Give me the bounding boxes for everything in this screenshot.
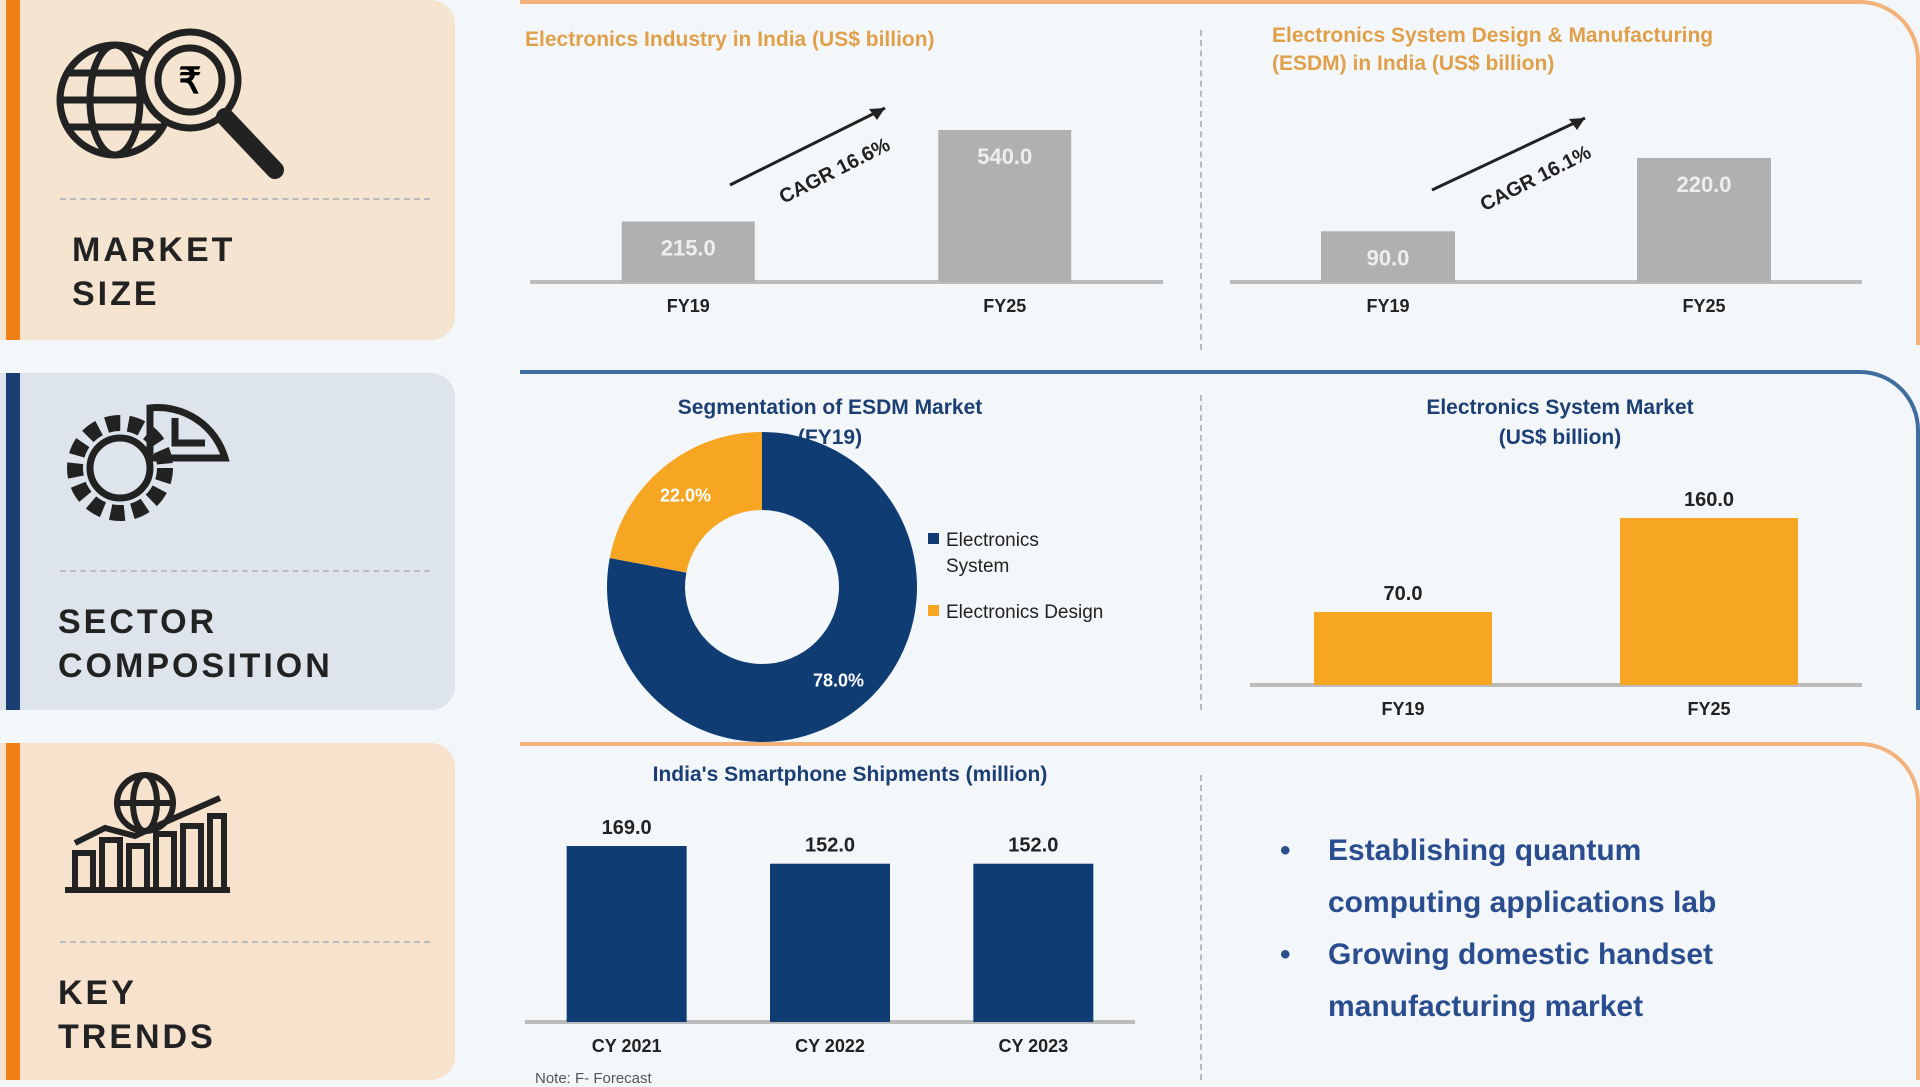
trend-line: Growing domestic handset — [1328, 938, 1714, 971]
label-line: COMPOSITION — [58, 647, 333, 685]
accent-bar — [6, 0, 20, 340]
section-card-sector-composition: SECTOR COMPOSITION — [0, 373, 455, 710]
chart-title: Segmentation of ESDM Market (FY19) — [560, 393, 1100, 453]
trend-line: Establishing quantum — [1328, 834, 1642, 867]
label-line: KEY — [58, 974, 137, 1012]
title-line: (US$ billion) — [1498, 426, 1622, 449]
title-line: Electronics System Market — [1426, 396, 1694, 419]
panel-key-trends — [520, 742, 1920, 1080]
divider — [1200, 775, 1202, 1080]
divider — [1200, 30, 1202, 350]
divider — [60, 570, 430, 572]
chart-note: Note: F- Forecast — [535, 1070, 652, 1087]
divider — [1200, 395, 1202, 710]
panel-market-size — [520, 0, 1920, 345]
divider — [60, 198, 430, 200]
accent-bar — [6, 743, 20, 1080]
gear-pie-chart-icon — [67, 404, 230, 521]
svg-text:₹: ₹ — [179, 60, 202, 101]
label-line: MARKET — [72, 231, 236, 269]
trend-line: manufacturing market — [1328, 990, 1644, 1023]
label-line: SECTOR — [58, 603, 218, 641]
divider — [60, 941, 430, 943]
globe-magnifier-rupee-icon: ₹ — [56, 28, 284, 179]
section-card-market-size: ₹ MARKET SIZE — [0, 0, 455, 340]
title-line: Electronics System Design & Manufacturin… — [1272, 24, 1714, 47]
chart-title: Electronics Industry in India (US$ billi… — [525, 28, 935, 51]
title-line: (FY19) — [797, 426, 863, 449]
section-card-key-trends: KEY TRENDS — [0, 743, 455, 1080]
globe-bar-chart-growth-icon — [65, 772, 230, 893]
trend-line: computing applications lab — [1328, 886, 1717, 919]
title-line: (ESDM) in India (US$ billion) — [1272, 52, 1555, 75]
label-line: TRENDS — [58, 1018, 216, 1056]
panel-sector-composition — [520, 370, 1920, 710]
section-label: SECTOR COMPOSITION — [58, 600, 333, 688]
trend-item: Growing domestic handset manufacturing ma… — [1280, 929, 1716, 1033]
title-line: Segmentation of ESDM Market — [677, 396, 983, 419]
trend-item: Establishing quantum computing applicatio… — [1280, 825, 1716, 929]
chart-title: India's Smartphone Shipments (million) — [652, 763, 1048, 786]
label-line: SIZE — [72, 275, 160, 313]
accent-bar — [6, 373, 20, 710]
trends-list: Establishing quantum computing applicatio… — [1280, 825, 1716, 1033]
chart-title: Electronics System Design & Manufacturin… — [1272, 22, 1713, 78]
chart-title: Electronics System Market (US$ billion) — [1300, 393, 1820, 453]
section-label: MARKET SIZE — [72, 228, 235, 316]
section-label: KEY TRENDS — [58, 971, 216, 1059]
